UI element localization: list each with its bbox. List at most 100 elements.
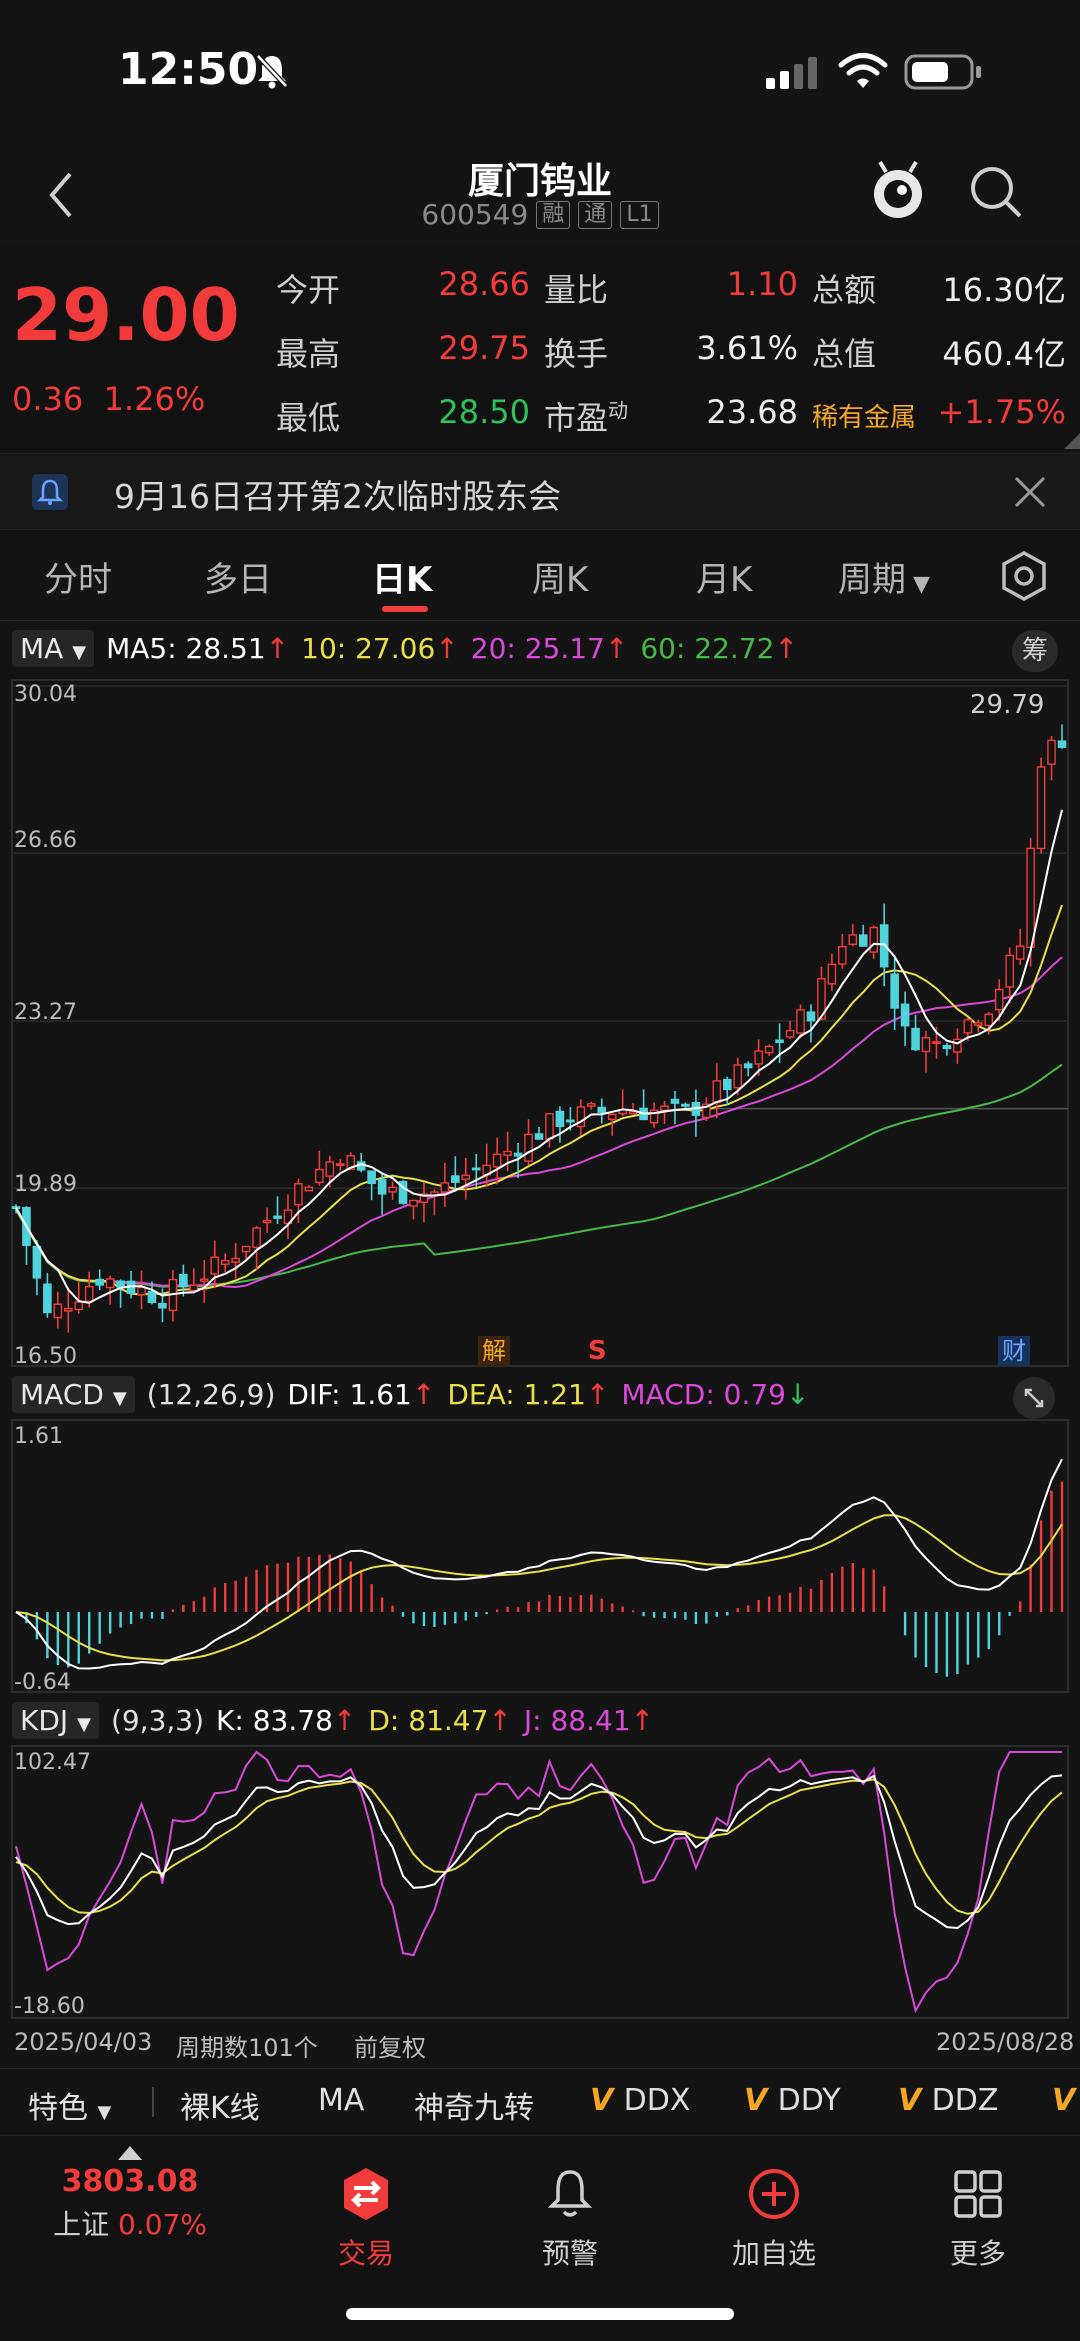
candle-body — [911, 1027, 920, 1051]
market-cap-label: 总值 — [812, 335, 877, 373]
toolbar-ddz[interactable]: V DDZ — [898, 2083, 999, 2118]
candle-body — [796, 1009, 805, 1034]
candle-body — [398, 1180, 408, 1204]
candle-body — [869, 926, 879, 953]
dea-value: DEA: 1.21↑ — [447, 1378, 610, 1411]
y-tick-2: 26.66 — [14, 828, 77, 853]
open-label: 今开 — [276, 271, 341, 309]
candle-body — [273, 1215, 282, 1219]
close-icon[interactable] — [1012, 474, 1048, 510]
low-value: 28.50 — [438, 393, 530, 431]
bell-muted-icon — [256, 54, 288, 89]
trade-icon — [344, 2168, 388, 2220]
nav-more[interactable]: 更多 — [908, 2166, 1048, 2272]
nav-add-watchlist[interactable]: 加自选 — [704, 2166, 844, 2272]
candle-body — [409, 1199, 418, 1207]
kdj-y-top: 102.47 — [14, 1750, 91, 1775]
turnover-rate-value: 3.61% — [696, 329, 798, 367]
k-value: K: 83.78↑ — [216, 1704, 357, 1737]
event-finance-marker[interactable]: 财 — [998, 1336, 1030, 1366]
event-s-marker[interactable]: S — [588, 1336, 607, 1366]
search-icon[interactable] — [968, 164, 1024, 220]
chip-distribution-button[interactable]: 筹 — [1012, 630, 1058, 672]
candle-body — [210, 1256, 220, 1275]
tab-daily-k[interactable]: 日K — [372, 560, 433, 600]
back-chevron-icon[interactable] — [46, 170, 76, 220]
tab-intraday[interactable]: 分时 — [44, 560, 112, 600]
candle-body — [116, 1280, 125, 1288]
candle-body — [53, 1303, 63, 1319]
ma60-line — [15, 1063, 1063, 1288]
toolbar-ddy[interactable]: V DDY — [744, 2083, 841, 2118]
toolbar-naked-k[interactable]: 裸K线 — [180, 2091, 260, 2126]
d-path — [15, 1778, 1063, 1915]
expand-icon[interactable] — [1012, 1376, 1056, 1420]
adjust-mode[interactable]: 前复权 — [354, 2034, 426, 2062]
candle-body — [942, 1044, 952, 1050]
notice-banner[interactable]: 9月16日召开第2次临时股东会 — [0, 453, 1080, 530]
alert-bell-icon — [547, 2170, 593, 2217]
toolbar-magic-nine[interactable]: 神奇九转 — [414, 2091, 534, 2126]
x-axis-end: 2025/08/28 — [936, 2028, 1075, 2056]
dif-path — [15, 1458, 1063, 1670]
macd-params: (12,26,9) — [146, 1378, 276, 1411]
nav-alert[interactable]: 预警 — [500, 2166, 640, 2272]
toolbar-ddx[interactable]: V DDX — [590, 2083, 691, 2118]
macd-lines — [15, 1458, 1063, 1670]
turnover-amount-value: 16.30亿 — [942, 271, 1066, 309]
index-ticker[interactable]: 3803.08 上证 0.07% — [40, 2146, 220, 2243]
candle-body — [32, 1245, 42, 1279]
candle-body — [252, 1227, 261, 1249]
candle-body — [743, 1063, 753, 1069]
toolbar-more-v[interactable]: V — [1052, 2083, 1076, 2118]
nav-trade[interactable]: 交易 — [296, 2166, 436, 2272]
event-unlock-marker[interactable]: 解 — [478, 1336, 510, 1366]
status-bar: 12:50 — [0, 0, 1080, 140]
kline-chart[interactable] — [0, 0, 1080, 2060]
candle-body — [754, 1050, 763, 1065]
candle-body — [932, 1041, 941, 1045]
tab-period[interactable]: 周期 ▼ — [838, 560, 930, 600]
candle-body — [220, 1259, 230, 1265]
kdj-dropdown[interactable]: KDJ ▼ — [12, 1702, 99, 1739]
candle-body — [953, 1038, 962, 1053]
macd-histogram — [25, 1481, 1064, 1677]
candle-body — [974, 1022, 983, 1026]
candle-body — [179, 1273, 188, 1288]
candle-body — [388, 1186, 397, 1193]
bell-icon — [32, 474, 68, 510]
tab-weekly-k[interactable]: 周K — [532, 560, 589, 600]
toolbar-special[interactable]: 特色 ▼ — [28, 2091, 112, 2126]
ma-legend: MA ▼ MA5: 28.51↑ 10: 27.06↑ 20: 25.17↑ 6… — [12, 630, 1080, 667]
macd-y-top: 1.61 — [14, 1424, 63, 1449]
price-change: 0.36 1.26% — [12, 380, 205, 418]
candle-body — [576, 1106, 586, 1128]
candle-body — [63, 1307, 73, 1312]
grid-more-icon — [954, 2170, 1002, 2218]
kdj-y-bottom: -18.60 — [14, 1994, 85, 2019]
candle-body — [325, 1161, 335, 1177]
ma-dropdown[interactable]: MA ▼ — [12, 630, 95, 667]
mascot-icon[interactable] — [868, 158, 928, 224]
candle-body — [1047, 739, 1056, 765]
settings-hexagon-icon[interactable] — [998, 550, 1050, 602]
candle-body — [524, 1133, 533, 1162]
candle-body — [984, 1013, 994, 1027]
turnover-amount-label: 总额 — [812, 271, 877, 309]
sector-label[interactable]: 稀有金属 — [812, 403, 917, 433]
pe-label: 市盈动 — [544, 398, 629, 437]
tab-monthly-k[interactable]: 月K — [696, 560, 753, 600]
candle-body — [806, 1011, 816, 1022]
stock-header: 厦门钨业 600549 融 通 L1 — [0, 140, 1080, 245]
candle-body — [74, 1301, 84, 1311]
candle-body — [471, 1167, 481, 1171]
k-path — [15, 1774, 1063, 1930]
y-tick-4: 19.89 — [14, 1172, 77, 1197]
high-price-marker: 29.79 — [970, 690, 1045, 720]
candle-body — [921, 1037, 931, 1053]
candle-body — [1036, 766, 1046, 850]
toolbar-ma[interactable]: MA — [318, 2083, 365, 2118]
candle-body — [670, 1098, 680, 1104]
tab-multi-day[interactable]: 多日 — [204, 560, 272, 600]
macd-dropdown[interactable]: MACD ▼ — [12, 1376, 135, 1413]
